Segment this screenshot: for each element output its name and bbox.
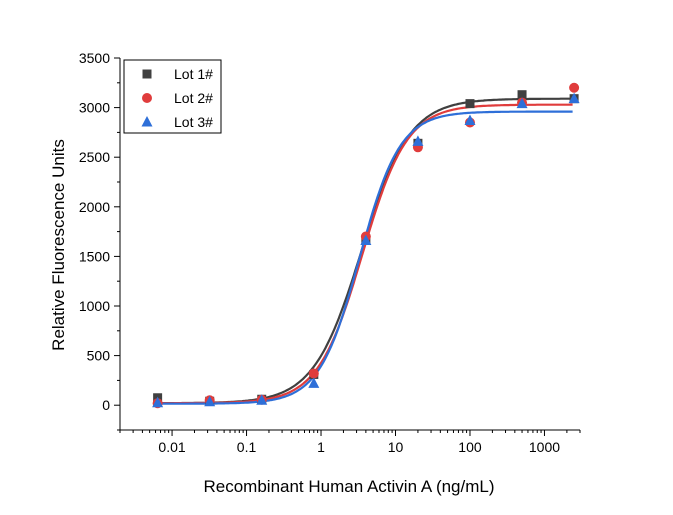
y-tick-label: 1000 bbox=[79, 298, 110, 314]
y-tick-label: 3500 bbox=[79, 50, 110, 66]
data-point bbox=[464, 114, 476, 125]
x-tick-label: 0.1 bbox=[237, 439, 257, 455]
y-tick-label: 0 bbox=[102, 397, 110, 413]
legend-label: Lot 2# bbox=[174, 90, 213, 106]
x-tick-label: 0.01 bbox=[158, 439, 185, 455]
data-point bbox=[569, 82, 580, 93]
y-tick-label: 3000 bbox=[79, 100, 110, 116]
data-point bbox=[256, 394, 268, 405]
fit-curves bbox=[155, 97, 573, 405]
x-tick-label: 1 bbox=[317, 439, 325, 455]
data-point bbox=[465, 99, 475, 109]
fit-curve bbox=[155, 103, 573, 405]
y-tick-label: 500 bbox=[87, 348, 111, 364]
data-points bbox=[152, 82, 580, 409]
legend-label: Lot 1# bbox=[174, 66, 213, 82]
data-point bbox=[412, 135, 424, 146]
y-axis-label: Relative Fluorescence Units bbox=[49, 139, 68, 351]
x-tick-label: 100 bbox=[458, 439, 482, 455]
legend-box bbox=[123, 59, 222, 134]
legend-marker bbox=[142, 93, 152, 103]
data-point bbox=[308, 377, 320, 388]
legend-label: Lot 3# bbox=[174, 114, 213, 130]
data-point bbox=[517, 90, 527, 100]
data-point bbox=[516, 97, 528, 109]
fit-curve bbox=[155, 110, 573, 405]
data-point bbox=[204, 395, 216, 407]
legend-marker bbox=[142, 69, 152, 79]
legend: Lot 1# Lot 2# Lot 3# bbox=[123, 59, 222, 134]
data-point bbox=[360, 234, 372, 246]
y-tick-label: 2000 bbox=[79, 199, 110, 215]
x-axis-label: Recombinant Human Activin A (ng/mL) bbox=[203, 477, 494, 496]
data-point bbox=[152, 396, 164, 408]
data-point bbox=[568, 92, 580, 104]
y-tick-label: 2500 bbox=[79, 149, 110, 165]
legend-marker bbox=[141, 116, 153, 127]
x-tick-label: 1000 bbox=[529, 439, 560, 455]
y-tick-label: 1500 bbox=[79, 248, 110, 264]
data-point bbox=[308, 368, 319, 379]
x-tick-label: 10 bbox=[388, 439, 404, 455]
axes: 0 500 1000 1500 2000 2500 3000 3500 0.01 0.1 1 10 10… bbox=[79, 50, 581, 455]
